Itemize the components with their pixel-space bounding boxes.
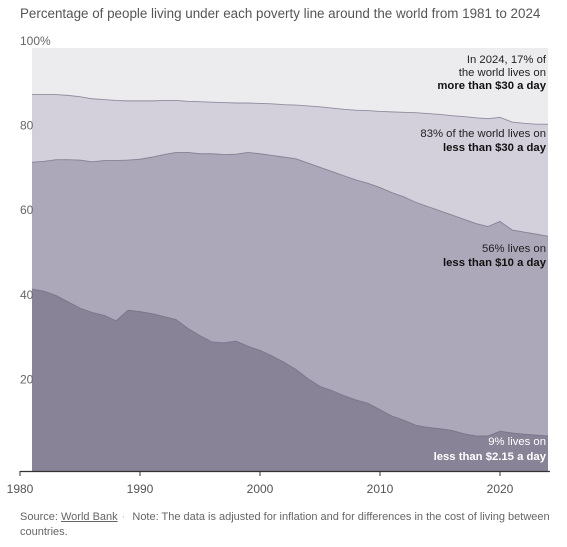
area-less-than-2-15-line <box>31 288 549 437</box>
y-tick-label-100: 100% <box>20 34 51 48</box>
x-tick-label-1990: 1990 <box>127 482 154 496</box>
chart-axes: 1980 1990 2000 2010 2020 100% 80 60 40 20 <box>7 34 550 496</box>
annotation-10-line1: 56% lives on <box>482 243 546 255</box>
area-less-than-10-line <box>31 152 549 237</box>
y-tick-label-60: 60 <box>20 203 34 217</box>
y-tick-label-80: 80 <box>20 119 34 133</box>
annotation-215-line2: less than $2.15 a day <box>434 451 547 463</box>
y-tick-label-40: 40 <box>20 288 34 302</box>
chart-lines <box>31 94 549 437</box>
annotation-10-line2: less than $10 a day <box>443 257 547 269</box>
source-note-text: Note: The data is adjusted for inflation… <box>20 511 550 538</box>
source-link[interactable]: World Bank <box>60 511 118 523</box>
x-tick-label-2010: 2010 <box>367 482 394 496</box>
source-note: Source: World Bank · Note: The data is ad… <box>20 510 555 540</box>
annotation-215-line1: 9% lives on <box>488 436 546 448</box>
chart-annotations: In 2024, 17% of the world lives on more … <box>420 54 546 463</box>
x-tick-label-2000: 2000 <box>247 482 274 496</box>
annotation-30-line2: less than $30 a day <box>443 142 547 154</box>
area-less-than-30-line <box>32 94 548 125</box>
annotation-top-line1: In 2024, 17% of <box>467 54 547 66</box>
x-tick-label-1980: 1980 <box>7 482 34 496</box>
source-label: Source: <box>20 511 58 523</box>
chart-areas <box>32 48 548 472</box>
chart-title: Percentage of people living under each p… <box>20 6 541 21</box>
annotation-30-line1: 83% of the world lives on <box>420 128 546 140</box>
y-tick-label-20: 20 <box>20 372 34 386</box>
annotation-top-line3: more than $30 a day <box>437 80 546 92</box>
x-tick-label-2020: 2020 <box>487 482 514 496</box>
area-less-than-2-15 <box>32 289 548 471</box>
separator-dot: · <box>121 511 126 523</box>
annotation-top-line2: the world lives on <box>459 67 546 79</box>
